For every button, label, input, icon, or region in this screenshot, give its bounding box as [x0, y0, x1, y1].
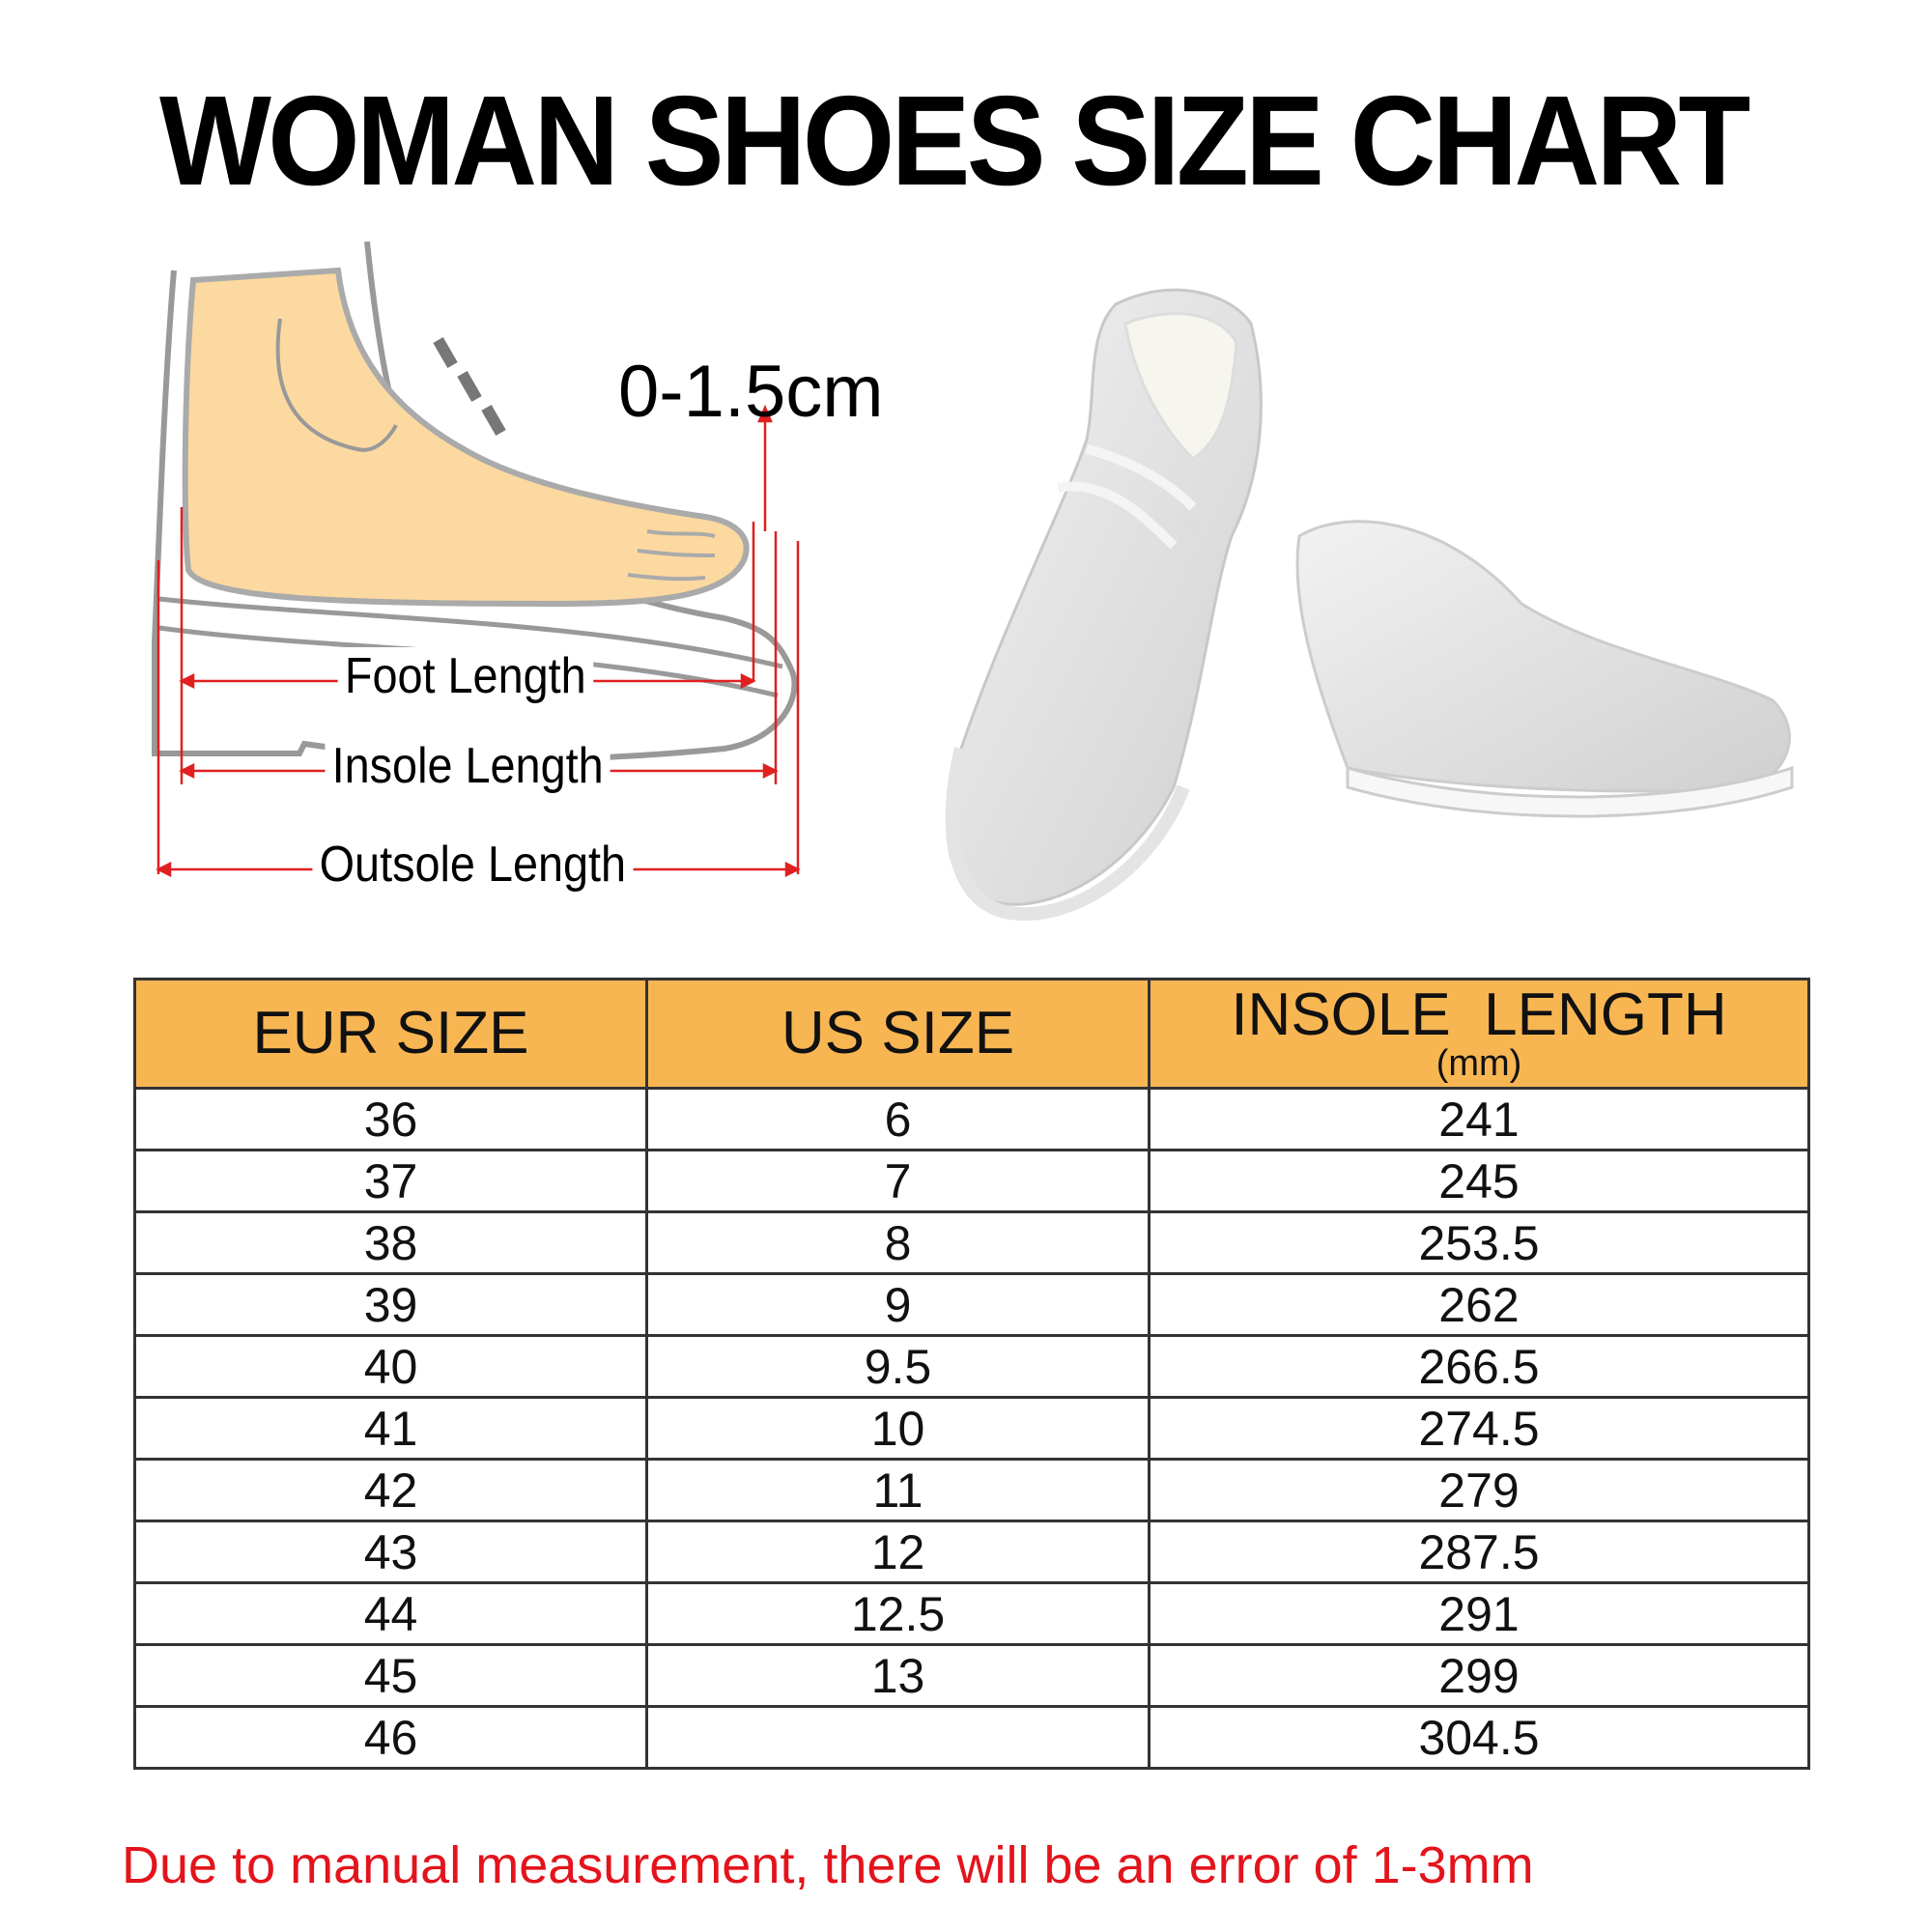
table-row: 39 9 262 — [133, 1272, 1810, 1337]
cell-insole: 287.5 — [1148, 1520, 1810, 1584]
table-row: 41 10 274.5 — [133, 1396, 1810, 1461]
insole-length-label: Insole Length — [325, 737, 611, 795]
cell-us: 10 — [645, 1396, 1151, 1461]
cell-insole: 266.5 — [1148, 1334, 1810, 1399]
size-chart-table: EUR SIZE US SIZE INSOLE LENGTH (mm) 36 6 2… — [133, 978, 1810, 1770]
cell-eur: 44 — [133, 1581, 648, 1646]
cell-us: 8 — [645, 1210, 1151, 1275]
cell-insole: 241 — [1148, 1087, 1810, 1151]
cell-us — [645, 1705, 1151, 1770]
foot-measurement-diagram: Foot Length Insole Length Outsole Length — [145, 241, 918, 918]
cell-us: 9 — [645, 1272, 1151, 1337]
cell-insole: 245 — [1148, 1149, 1810, 1213]
table-row: 37 7 245 — [133, 1149, 1810, 1213]
cell-eur: 38 — [133, 1210, 648, 1275]
table-row: 38 8 253.5 — [133, 1210, 1810, 1275]
cell-eur: 45 — [133, 1643, 648, 1708]
outsole-length-label: Outsole Length — [312, 836, 634, 894]
cell-eur: 37 — [133, 1149, 648, 1213]
cell-insole: 299 — [1148, 1643, 1810, 1708]
cell-eur: 36 — [133, 1087, 648, 1151]
cell-insole: 274.5 — [1148, 1396, 1810, 1461]
cell-us: 12 — [645, 1520, 1151, 1584]
header-us-size: US SIZE — [645, 978, 1151, 1090]
cell-eur: 41 — [133, 1396, 648, 1461]
header-insole-length-label: INSOLE LENGTH — [1231, 981, 1727, 1048]
cell-eur: 43 — [133, 1520, 648, 1584]
cell-us: 11 — [645, 1458, 1151, 1522]
cell-us: 7 — [645, 1149, 1151, 1213]
foot-in-shoe-illustration — [152, 241, 801, 878]
foot-length-label: Foot Length — [337, 647, 593, 705]
cell-eur: 42 — [133, 1458, 648, 1522]
cell-us: 6 — [645, 1087, 1151, 1151]
cell-eur: 40 — [133, 1334, 648, 1399]
shoe-product-image — [942, 285, 1816, 927]
header-insole-length: INSOLE LENGTH (mm) — [1148, 978, 1810, 1090]
cell-insole: 262 — [1148, 1272, 1810, 1337]
cell-insole: 304.5 — [1148, 1705, 1810, 1770]
table-header-row: EUR SIZE US SIZE INSOLE LENGTH (mm) — [133, 978, 1810, 1090]
header-eur-size: EUR SIZE — [133, 978, 648, 1090]
cell-insole: 279 — [1148, 1458, 1810, 1522]
cell-insole: 291 — [1148, 1581, 1810, 1646]
cell-us: 12.5 — [645, 1581, 1151, 1646]
cell-us: 13 — [645, 1643, 1151, 1708]
table-row: 44 12.5 291 — [133, 1581, 1810, 1646]
toe-gap-label: 0-1.5cm — [618, 351, 884, 433]
measurement-error-note: Due to manual measurement, there will be… — [122, 1836, 1534, 1894]
cell-eur: 39 — [133, 1272, 648, 1337]
cell-us: 9.5 — [645, 1334, 1151, 1399]
table-row: 43 12 287.5 — [133, 1520, 1810, 1584]
table-row: 36 6 241 — [133, 1087, 1810, 1151]
table-row: 45 13 299 — [133, 1643, 1810, 1708]
table-row: 40 9.5 266.5 — [133, 1334, 1810, 1399]
table-row: 46 304.5 — [133, 1705, 1810, 1770]
table-row: 42 11 279 — [133, 1458, 1810, 1522]
header-insole-unit: (mm) — [1435, 1043, 1522, 1084]
page-title: WOMAN SHOES SIZE CHART — [159, 70, 1750, 212]
cell-eur: 46 — [133, 1705, 648, 1770]
cell-insole: 253.5 — [1148, 1210, 1810, 1275]
